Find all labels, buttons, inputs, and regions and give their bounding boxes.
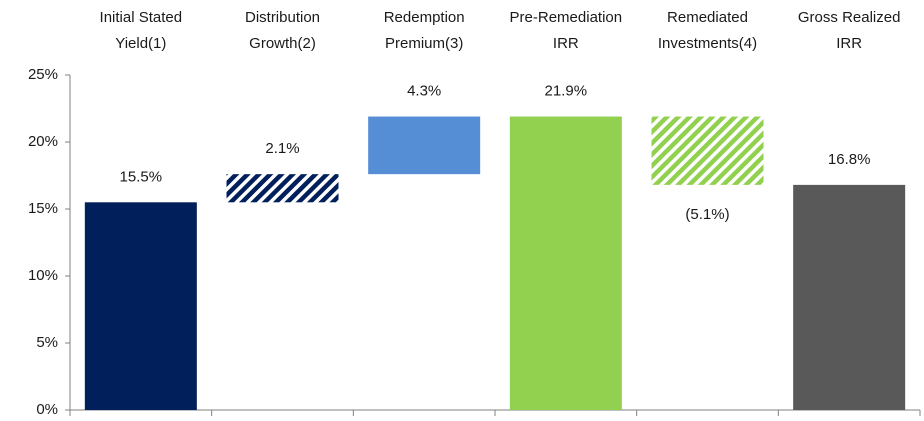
y-tick-label: 5% [36, 334, 58, 351]
y-tick-label: 15% [28, 200, 58, 217]
x-tick-label: Distribution [245, 9, 320, 26]
x-tick-label: Gross Realized [798, 9, 901, 26]
x-tick-label: Initial Stated [100, 9, 183, 26]
bar [368, 116, 481, 175]
x-tick-label: Yield(1) [115, 35, 166, 52]
bar [226, 174, 339, 203]
y-tick-label: 10% [28, 267, 58, 284]
value-label: 21.9% [545, 83, 588, 100]
bar [84, 202, 197, 410]
value-label: 4.3% [407, 83, 441, 100]
x-tick-label: IRR [836, 35, 862, 52]
value-label: (5.1%) [685, 206, 729, 223]
value-label: 2.1% [265, 140, 299, 157]
value-label: 15.5% [120, 168, 163, 185]
y-tick-label: 20% [28, 133, 58, 150]
x-tick-label: Growth(2) [249, 35, 316, 52]
bar [793, 184, 906, 410]
x-tick-label: Redemption [384, 9, 465, 26]
x-tick-label: Premium(3) [385, 35, 463, 52]
bar [509, 116, 622, 410]
y-tick-label: 25% [28, 66, 58, 83]
bar [651, 116, 764, 185]
value-label: 16.8% [828, 151, 871, 168]
y-tick-label: 0% [36, 401, 58, 418]
x-tick-label: Remediated [667, 9, 748, 26]
x-tick-label: IRR [553, 35, 579, 52]
x-tick-label: Investments(4) [658, 35, 757, 52]
x-tick-label: Pre-Remediation [510, 9, 623, 26]
